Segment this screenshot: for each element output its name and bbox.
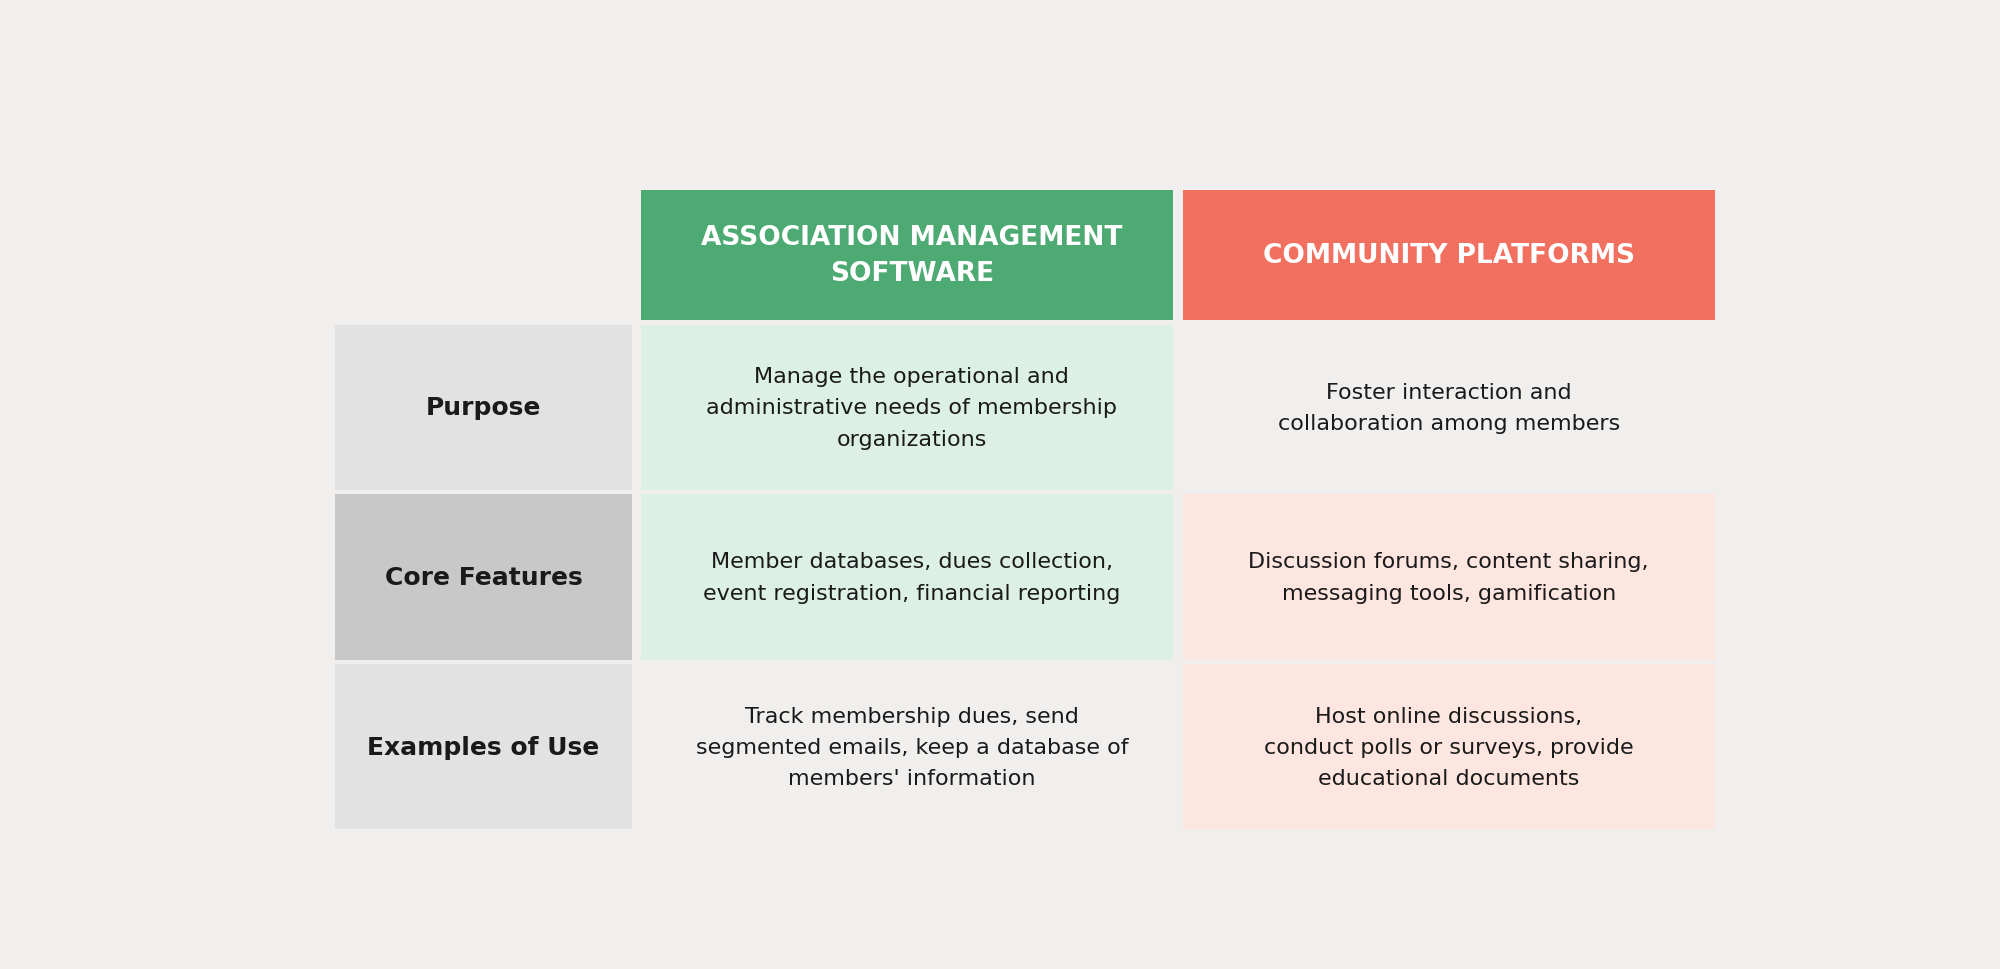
FancyBboxPatch shape <box>642 495 1174 660</box>
FancyBboxPatch shape <box>336 326 632 490</box>
FancyBboxPatch shape <box>1182 326 1714 490</box>
Text: ASSOCIATION MANAGEMENT
SOFTWARE: ASSOCIATION MANAGEMENT SOFTWARE <box>702 225 1122 287</box>
Text: Manage the operational and
administrative needs of membership
organizations: Manage the operational and administrativ… <box>706 366 1118 449</box>
FancyBboxPatch shape <box>336 495 632 660</box>
FancyBboxPatch shape <box>1182 665 1714 829</box>
Text: Foster interaction and
collaboration among members: Foster interaction and collaboration amo… <box>1278 383 1620 433</box>
Text: Host online discussions,
conduct polls or surveys, provide
educational documents: Host online discussions, conduct polls o… <box>1264 705 1634 788</box>
Text: Purpose: Purpose <box>426 396 542 420</box>
Text: Core Features: Core Features <box>384 566 582 589</box>
Text: Examples of Use: Examples of Use <box>368 735 600 759</box>
Text: Track membership dues, send
segmented emails, keep a database of
members' inform: Track membership dues, send segmented em… <box>696 705 1128 788</box>
Text: COMMUNITY PLATFORMS: COMMUNITY PLATFORMS <box>1262 243 1634 268</box>
FancyBboxPatch shape <box>642 326 1174 490</box>
FancyBboxPatch shape <box>336 665 632 829</box>
FancyBboxPatch shape <box>642 191 1174 321</box>
FancyBboxPatch shape <box>1182 495 1714 660</box>
FancyBboxPatch shape <box>1182 191 1714 321</box>
Text: Member databases, dues collection,
event registration, financial reporting: Member databases, dues collection, event… <box>704 552 1120 603</box>
Text: Discussion forums, content sharing,
messaging tools, gamification: Discussion forums, content sharing, mess… <box>1248 552 1648 603</box>
FancyBboxPatch shape <box>642 665 1174 829</box>
